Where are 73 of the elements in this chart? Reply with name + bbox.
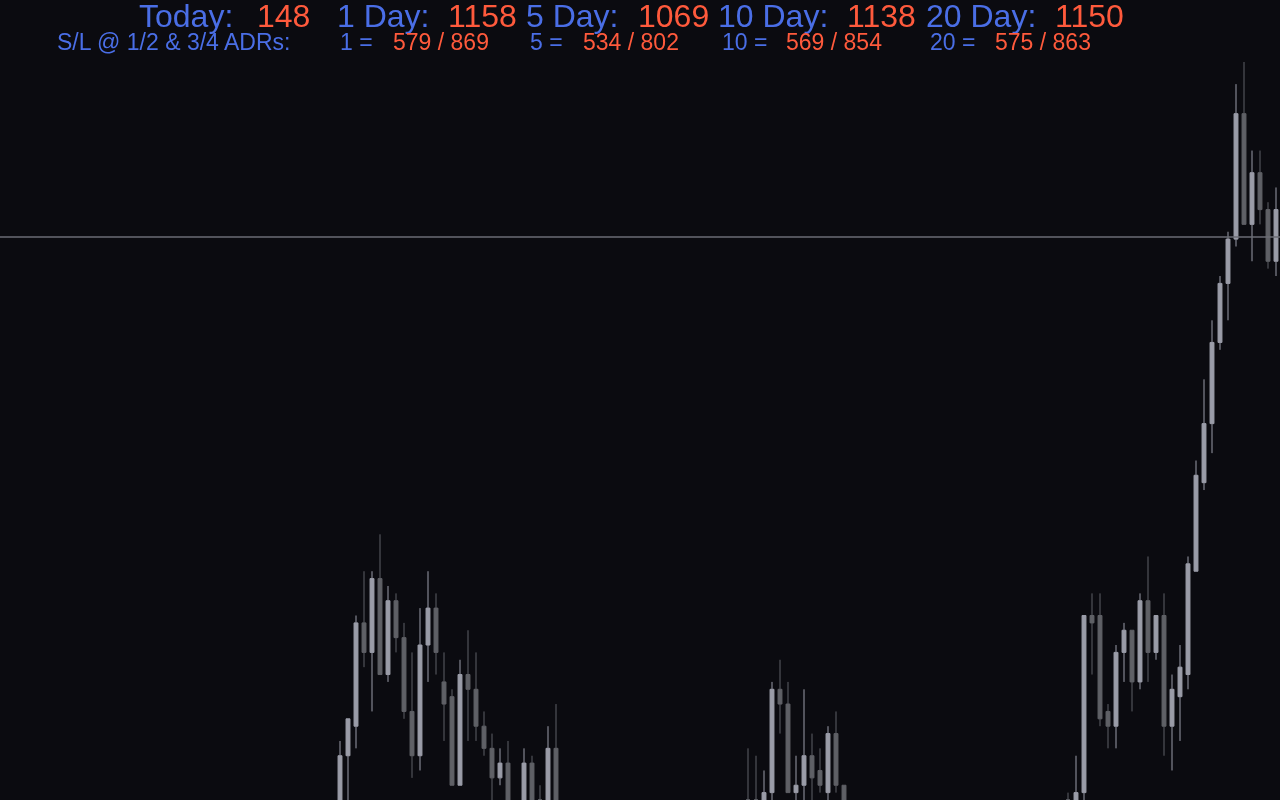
candlestick [393, 592, 399, 653]
text: 148 [257, 0, 311, 34]
candlestick [817, 747, 823, 794]
candlestick [401, 622, 407, 720]
candlestick [1129, 629, 1135, 712]
candlestick [417, 607, 423, 771]
candlestick [537, 784, 543, 800]
candlestick [1153, 615, 1159, 661]
candlestick [553, 703, 559, 800]
candlestick [441, 651, 447, 742]
candlestick [457, 659, 463, 786]
candlestick [433, 592, 439, 676]
candlestick [1201, 378, 1207, 491]
candlestick [1097, 592, 1103, 727]
candlestick [793, 755, 799, 800]
candlestick [1073, 755, 1079, 800]
candlestick [785, 681, 791, 794]
candlestick [529, 755, 535, 800]
candlestick [841, 784, 847, 800]
candlestick [1121, 622, 1127, 683]
candlestick [497, 747, 503, 786]
candlestick [1137, 592, 1143, 690]
candlestick [1185, 555, 1191, 690]
candlestick [1257, 150, 1263, 225]
candlestick [1193, 460, 1199, 572]
candlestick [1105, 703, 1111, 749]
candlestick [425, 570, 431, 683]
candlestick [1177, 644, 1183, 742]
candlestick [385, 585, 391, 683]
candlestick [521, 747, 527, 800]
candlestick [353, 615, 359, 749]
candlestick [777, 659, 783, 735]
candlestick [337, 740, 343, 800]
candlestick [481, 710, 487, 757]
candlestick [361, 570, 367, 668]
text: 1158 [448, 0, 517, 34]
candlestick [809, 733, 815, 800]
candlestick [1209, 319, 1215, 454]
candlestick [1089, 592, 1095, 676]
candlestick [1265, 201, 1271, 270]
candlestick [377, 533, 383, 676]
text: 1150 [1055, 0, 1124, 34]
candlestick [545, 725, 551, 800]
candlestick [1241, 62, 1247, 225]
candlestick [409, 651, 415, 779]
candlestick [825, 725, 831, 800]
candlestick [369, 570, 375, 712]
candlestick [1161, 592, 1167, 757]
candlestick [465, 629, 471, 742]
candlestick [769, 681, 775, 800]
candlestick [1225, 231, 1231, 321]
candlestick [505, 740, 511, 800]
candlestick [1233, 83, 1239, 247]
candlestick [1217, 275, 1223, 351]
candlestick [449, 688, 455, 786]
candlestick [489, 733, 495, 800]
candlestick [833, 710, 839, 794]
candlestick [745, 747, 751, 800]
candlestick [753, 755, 759, 800]
candlestick [1169, 674, 1175, 771]
candlestick [473, 651, 479, 742]
candlestick [345, 718, 351, 800]
candlestick [1145, 555, 1151, 683]
candlestick [801, 688, 807, 800]
candlestick [1249, 150, 1255, 262]
text: 1138 [847, 0, 916, 34]
candlestick [761, 769, 767, 800]
candlestick [1065, 792, 1071, 800]
text: 1069 [638, 0, 710, 34]
candlestick [1273, 186, 1279, 277]
candlestick [1081, 615, 1087, 800]
text: Today: [139, 0, 234, 34]
candlestick [1113, 644, 1119, 749]
